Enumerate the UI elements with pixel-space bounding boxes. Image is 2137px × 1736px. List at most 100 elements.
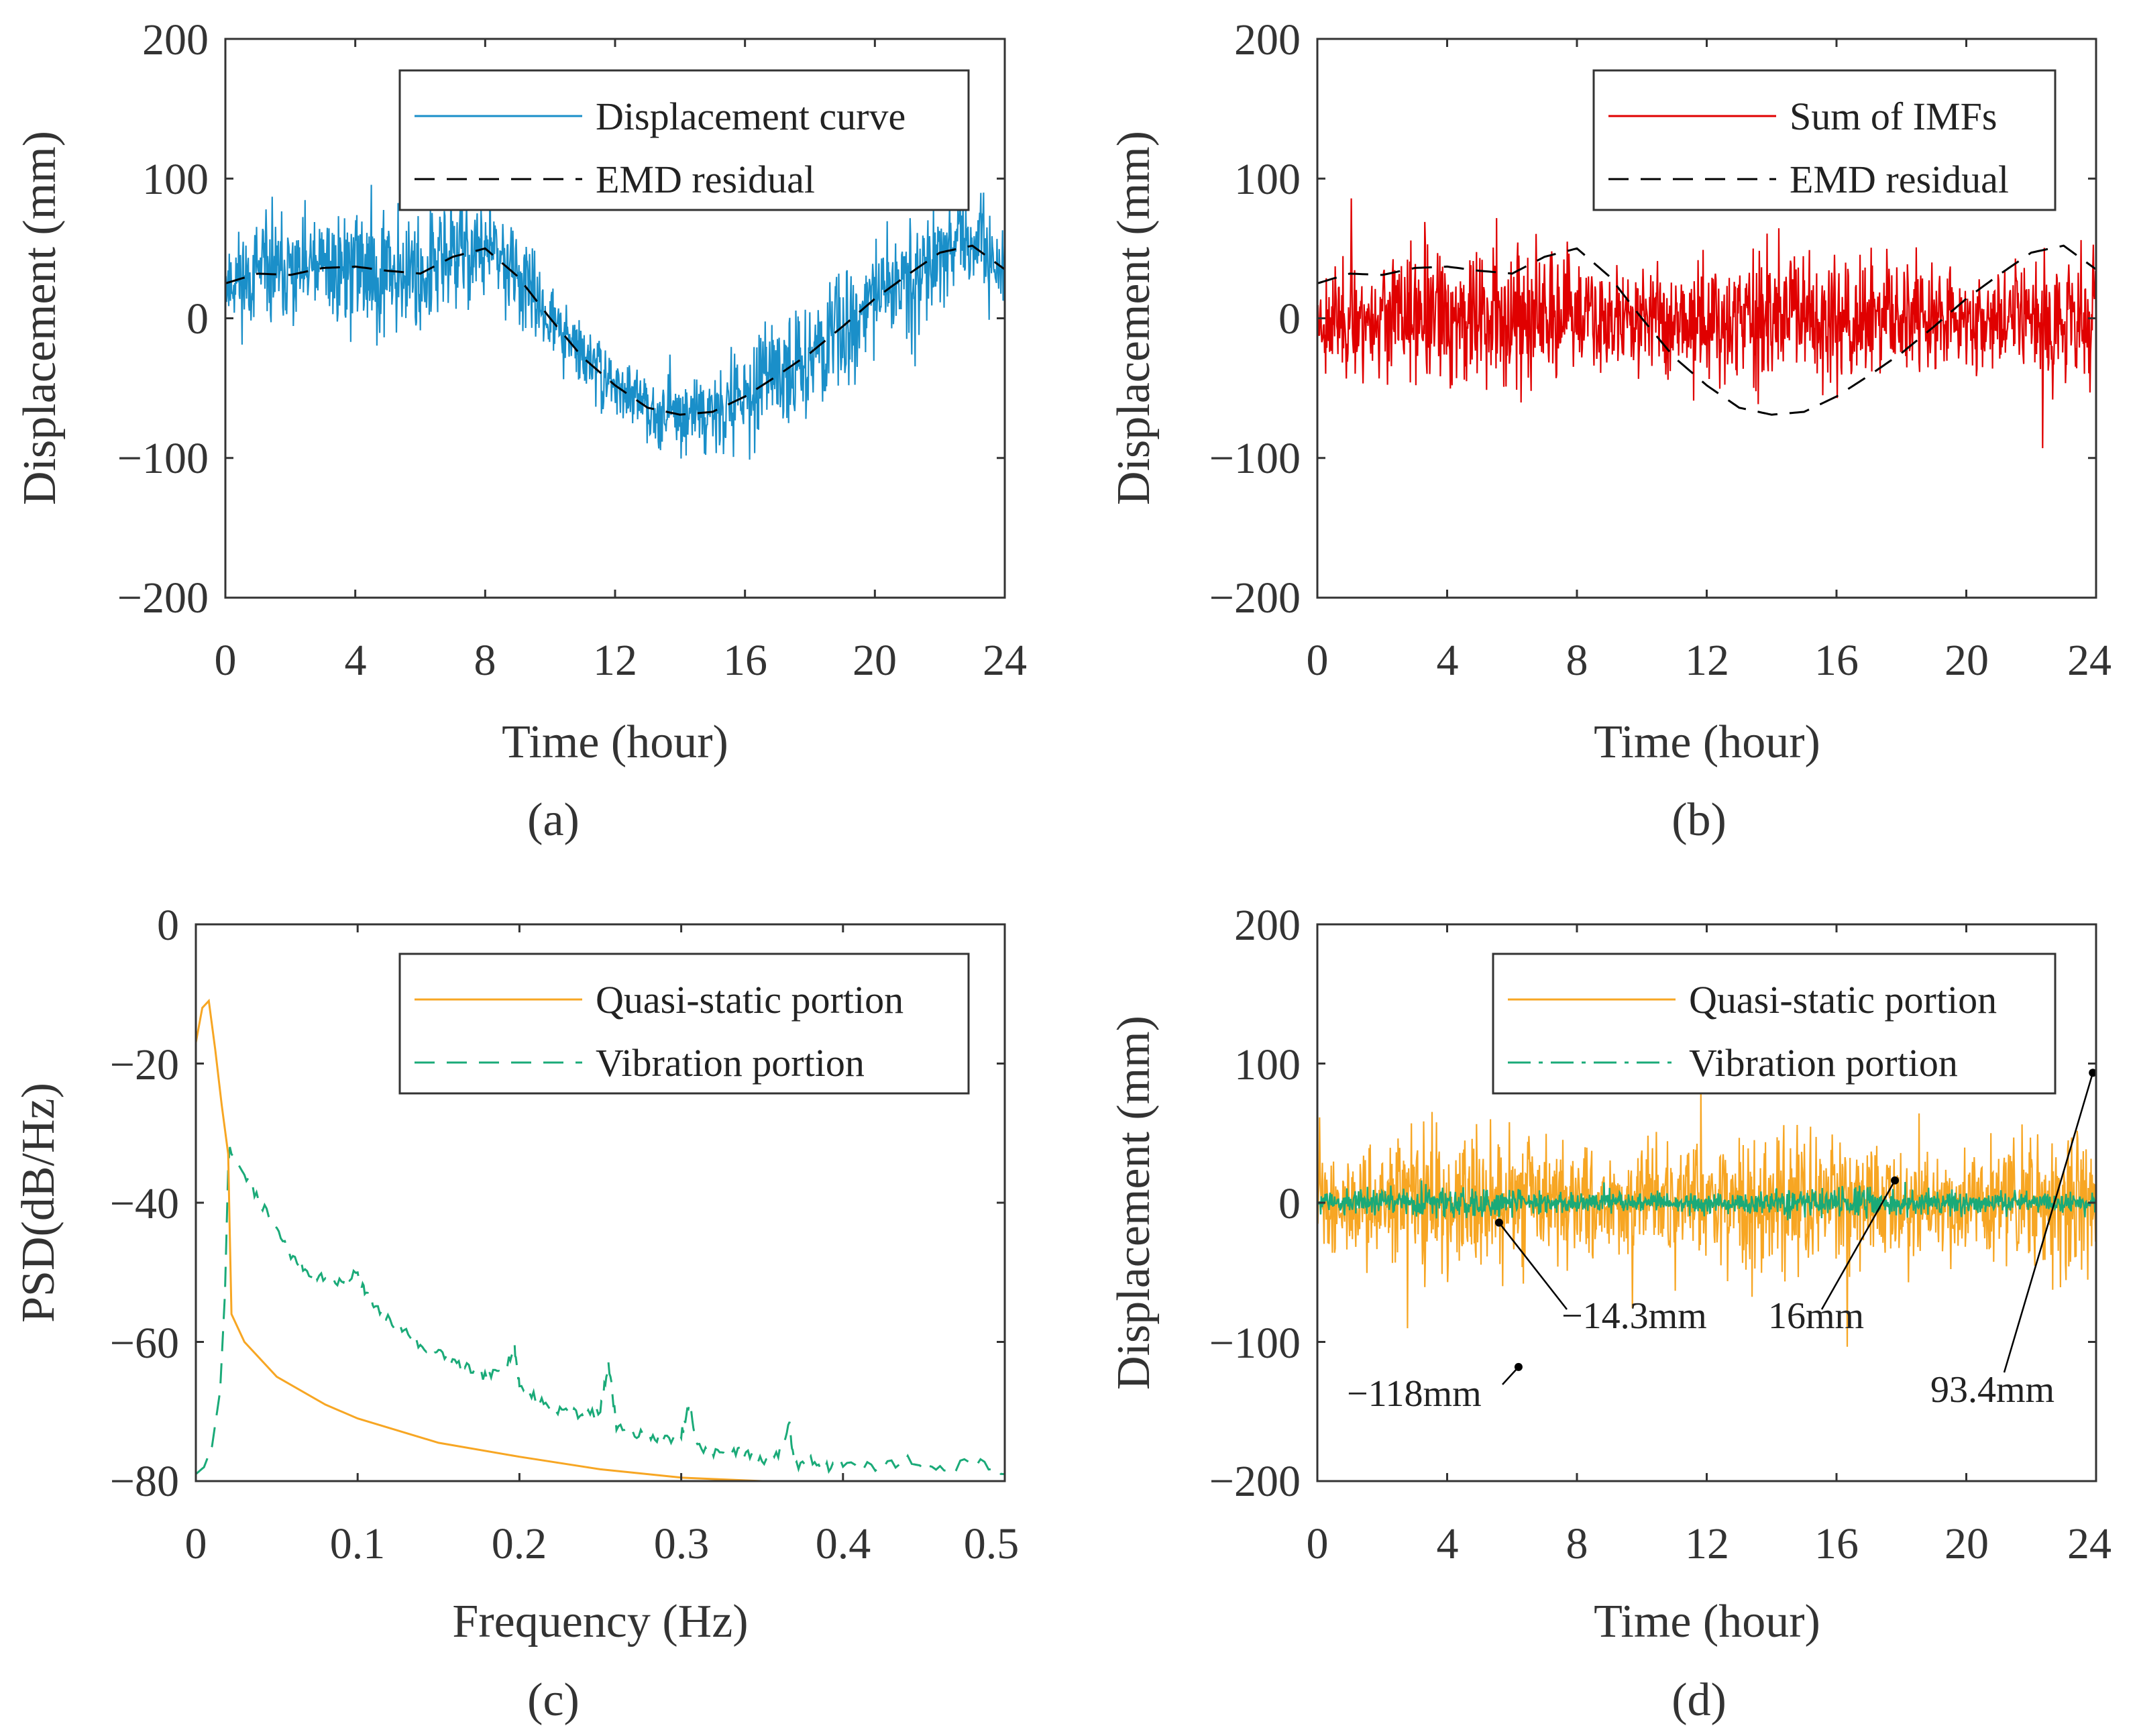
y-tick-label: 100 <box>1234 155 1301 204</box>
y-tick-label: −200 <box>117 574 209 622</box>
legend-label: EMD residual <box>1790 158 2009 201</box>
x-tick-label: 0.2 <box>492 1519 547 1568</box>
x-tick-label: 4 <box>1437 636 1459 685</box>
y-tick-label: 100 <box>1234 1040 1301 1089</box>
legend-d: Quasi-static portion Vibration portion <box>1492 953 2057 1095</box>
series-emd-residual <box>1317 244 2097 416</box>
series-quasi-static-portion <box>1316 1088 2097 1347</box>
annotation-leader-line <box>2003 1072 2094 1373</box>
x-tick-label: 0 <box>1307 1519 1329 1568</box>
series-displacement-curve <box>224 152 1006 460</box>
x-tick-label: 8 <box>474 636 496 685</box>
chart-panel-b: 200 100 0 −100 −200 0 4 8 12 16 20 24 Di… <box>1108 15 2112 846</box>
annotation-marker <box>1494 1218 1503 1227</box>
legend-label: EMD residual <box>596 158 815 201</box>
x-tick-label: 24 <box>2067 1519 2112 1568</box>
legend-c: Quasi-static portion Vibration portion <box>398 953 970 1095</box>
legend-label: Quasi-static portion <box>1689 978 1997 1022</box>
annotation-leader-line <box>1498 1222 1568 1310</box>
series-quasi-static-portion <box>195 998 763 1482</box>
x-axis-label: Frequency (Hz) <box>452 1596 748 1647</box>
annotation-label: 93.4mm <box>1930 1369 2054 1411</box>
y-tick-label: −100 <box>1209 434 1301 483</box>
x-tick-label: 12 <box>1685 636 1729 685</box>
x-tick-label: 16 <box>1814 636 1859 685</box>
plot-frame-a <box>224 38 1006 599</box>
legend-label: Quasi-static portion <box>596 978 903 1022</box>
annotation-label: 16mm <box>1768 1295 1864 1337</box>
x-tick-label: 4 <box>345 636 367 685</box>
series-vibration-portion <box>1316 1180 2097 1221</box>
annotations-d: −118mm −14.3mm 16mm 93.4mm <box>1347 1295 2054 1415</box>
x-tick-label: 0 <box>185 1519 207 1568</box>
legend-label: Vibration portion <box>596 1041 865 1085</box>
panel-caption: (c) <box>527 1674 580 1726</box>
y-tick-label: 100 <box>142 155 209 204</box>
legend-box <box>398 953 970 1095</box>
x-tick-label: 16 <box>1814 1519 1859 1568</box>
annotation-marker <box>1514 1362 1523 1371</box>
x-tick-label: 20 <box>1944 1519 1989 1568</box>
legend-box <box>1592 69 2057 211</box>
panel-caption: (d) <box>1672 1674 1727 1726</box>
annotation-label: −14.3mm <box>1561 1295 1707 1337</box>
legend-label: Displacement curve <box>596 95 906 138</box>
x-axis-label: Time (hour) <box>1594 716 1820 768</box>
ticks-a: 200 100 0 −100 −200 0 4 8 12 16 20 24 <box>117 15 1027 685</box>
y-axis-label: Displacement (mm) <box>1108 131 1160 505</box>
y-axis-label: PSD(dB/Hz) <box>13 1083 64 1323</box>
annotation-marker <box>1891 1176 1900 1185</box>
y-tick-label: −200 <box>1209 574 1301 622</box>
y-tick-label: 0 <box>157 901 179 950</box>
y-tick-label: 0 <box>1278 294 1301 343</box>
x-tick-label: 20 <box>1944 636 1989 685</box>
legend-box <box>398 69 970 211</box>
ticks-b: 200 100 0 −100 −200 0 4 8 12 16 20 24 <box>1209 15 2112 685</box>
x-tick-label: 0 <box>215 636 237 685</box>
panel-caption: (a) <box>527 794 580 846</box>
panel-caption: (b) <box>1672 794 1727 846</box>
y-tick-label: −20 <box>110 1040 179 1089</box>
y-tick-label: 0 <box>1278 1179 1301 1228</box>
ticks-d: 200 100 0 −100 −200 0 4 8 12 16 20 24 <box>1209 901 2112 1568</box>
chart-panel-d: 200 100 0 −100 −200 0 4 8 12 16 20 24 Di… <box>1108 901 2112 1726</box>
legend-b: Sum of IMFs EMD residual <box>1592 69 2057 211</box>
series-emd-residual <box>225 244 1005 416</box>
y-tick-label: −60 <box>110 1319 179 1368</box>
annotation-label: −118mm <box>1347 1373 1482 1415</box>
plot-frame-b <box>1316 38 2097 599</box>
series-sum-of-imfs <box>1316 198 2097 449</box>
chart-panel-a: 200 100 0 −100 −200 0 4 8 12 16 20 24 Di… <box>14 15 1027 846</box>
x-tick-label: 24 <box>2067 636 2112 685</box>
x-tick-label: 8 <box>1566 1519 1588 1568</box>
annotation-marker <box>2089 1069 2097 1077</box>
plot-layer-a <box>224 38 1006 599</box>
ticks-c: 0 −20 −40 −60 −80 0 0.1 0.2 0.3 0.4 0.5 <box>110 901 1019 1568</box>
x-tick-label: 0.5 <box>964 1519 1020 1568</box>
x-tick-label: 24 <box>983 636 1027 685</box>
legend-label: Sum of IMFs <box>1790 95 1997 138</box>
x-tick-label: 20 <box>853 636 897 685</box>
plot-frame-d <box>1316 923 2097 1482</box>
y-axis-label: Displacement (mm) <box>14 131 66 505</box>
x-tick-label: 8 <box>1566 636 1588 685</box>
y-tick-label: 200 <box>142 15 209 64</box>
legend-box <box>1492 953 2057 1095</box>
x-tick-label: 0 <box>1307 636 1329 685</box>
y-tick-label: −40 <box>110 1179 179 1228</box>
y-tick-label: 200 <box>1234 15 1301 64</box>
x-tick-label: 12 <box>593 636 637 685</box>
x-tick-label: 12 <box>1685 1519 1729 1568</box>
x-tick-label: 4 <box>1437 1519 1459 1568</box>
y-tick-label: 0 <box>186 294 209 343</box>
y-axis-label: Displacement (mm) <box>1108 1016 1160 1390</box>
x-tick-label: 0.4 <box>816 1519 871 1568</box>
y-tick-label: −80 <box>110 1457 179 1506</box>
chart-panel-c: 0 −20 −40 −60 −80 0 0.1 0.2 0.3 0.4 0.5 … <box>13 901 1019 1726</box>
x-tick-label: 16 <box>723 636 767 685</box>
x-axis-label: Time (hour) <box>502 716 728 768</box>
y-tick-label: −200 <box>1209 1457 1301 1506</box>
x-axis-label: Time (hour) <box>1594 1596 1820 1647</box>
legend-label: Vibration portion <box>1689 1041 1958 1085</box>
